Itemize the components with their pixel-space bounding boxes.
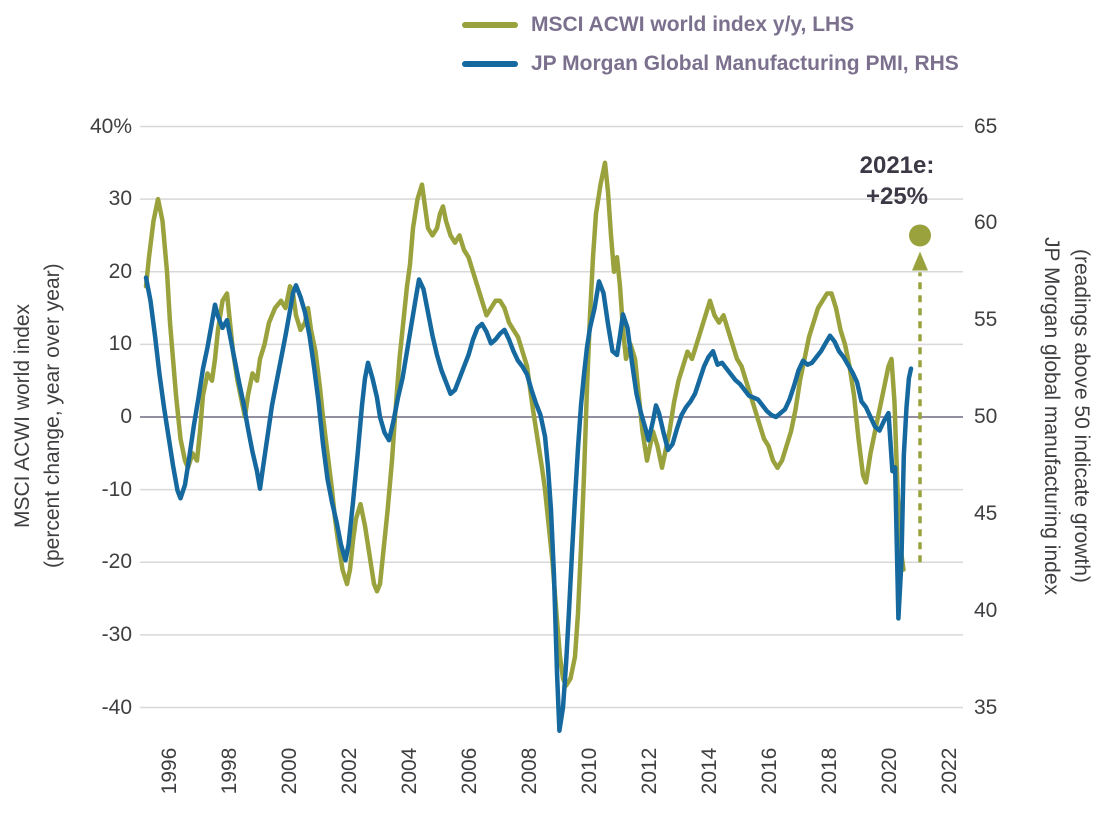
right-axis-tick: 50 — [974, 405, 998, 428]
right-axis-title-line2: (readings above 50 indicate growth) — [1070, 249, 1093, 583]
left-axis-tick: 10 — [108, 332, 132, 356]
x-axis-tick: 1998 — [218, 747, 241, 795]
x-axis-tick: 2010 — [578, 747, 601, 795]
x-axis-tick: 2022 — [938, 747, 961, 795]
right-axis-tick: 65 — [974, 114, 998, 138]
legend-item-pmi: JP Morgan Global Manufacturing PMI, RHS — [462, 49, 959, 79]
left-axis-tick: 40% — [89, 114, 132, 138]
left-axis-tick: -40 — [101, 695, 132, 719]
right-axis-tick: 60 — [974, 211, 998, 235]
x-axis-tick: 2000 — [278, 747, 301, 795]
x-axis-tick: 2008 — [518, 747, 541, 795]
legend: MSCI ACWI world index y/y, LHS JP Morgan… — [462, 10, 959, 88]
x-axis-tick: 1996 — [158, 747, 181, 795]
right-axis-title: JP Morgan global manufacturing index (re… — [1036, 100, 1096, 732]
estimate-annotation-line1: 2021e: — [859, 152, 935, 179]
right-axis-title-line1: JP Morgan global manufacturing index — [1040, 237, 1063, 595]
right-axis-tick: 40 — [974, 598, 998, 622]
legend-item-msci: MSCI ACWI world index y/y, LHS — [462, 10, 959, 40]
left-axis-tick: -30 — [101, 622, 132, 646]
series-line-1 — [143, 275, 914, 733]
left-axis-tick: 0 — [120, 405, 132, 428]
estimate-arrow-head-icon — [912, 251, 928, 271]
left-axis-tick: -20 — [101, 550, 132, 574]
legend-label-msci: MSCI ACWI world index y/y, LHS — [531, 13, 855, 36]
left-axis-tick: -10 — [101, 477, 132, 501]
x-axis-tick: 2020 — [878, 747, 901, 795]
x-axis-tick: 2012 — [638, 747, 661, 795]
right-axis-tick: 45 — [974, 501, 998, 525]
series-line-0 — [143, 160, 906, 688]
x-axis-tick: 2004 — [398, 747, 421, 795]
right-axis-tick: 55 — [974, 308, 998, 332]
left-axis-tick: 30 — [108, 187, 132, 211]
x-axis-tick: 2018 — [818, 747, 841, 795]
legend-label-pmi: JP Morgan Global Manufacturing PMI, RHS — [531, 52, 959, 75]
x-axis-tick: 2006 — [458, 747, 481, 795]
msci-line-swatch — [462, 22, 518, 28]
estimate-annotation: 2021e: +25% — [838, 150, 956, 212]
left-axis-tick: 20 — [108, 259, 132, 283]
pmi-line-swatch — [462, 61, 518, 67]
x-axis-tick: 2002 — [338, 747, 361, 795]
estimate-dot — [909, 224, 931, 247]
x-axis-tick: 2016 — [758, 747, 781, 795]
estimate-annotation-line2: +25% — [865, 183, 929, 210]
right-axis-tick: 35 — [974, 695, 998, 719]
x-axis-tick: 2014 — [698, 747, 721, 795]
